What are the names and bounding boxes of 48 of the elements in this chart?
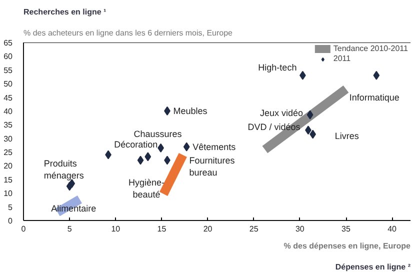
y-tick-label: 50 <box>4 80 14 89</box>
y-tick-label: 0 <box>8 216 14 226</box>
x-tick-label: 25 <box>249 224 259 234</box>
x-axis-title: Dépenses en ligne ² <box>335 262 411 272</box>
y-tick-label: 55 <box>4 66 14 75</box>
annotation: High-tech <box>258 62 297 72</box>
y-tick-label: 40 <box>4 106 14 116</box>
annotation: Hygiène- beauté <box>128 177 165 200</box>
point <box>373 70 380 80</box>
y-tick-label: 65 <box>4 38 14 48</box>
chart-subtitle: % des acheteurs en ligne dans les 6 derniers mois, Europe <box>24 28 234 38</box>
point <box>66 182 73 191</box>
annotation: Chaussures <box>134 128 182 139</box>
x-tick-label: 0 <box>21 224 26 234</box>
point <box>137 156 144 165</box>
annotation: Alimentaire <box>51 203 96 214</box>
x-tick-label: 20 <box>203 224 213 234</box>
annotation: Livres <box>334 131 360 142</box>
annotation: Produits ménagers <box>44 158 84 181</box>
point <box>183 142 190 152</box>
annotation: Jeux vidéo <box>260 108 304 118</box>
text: % des dépenses en ligne, Europe <box>284 242 412 250</box>
annotation: Fournitures bureau <box>189 155 236 178</box>
y-tick-label: 10 <box>4 189 14 198</box>
legend-label: Tendance 2010-2011 <box>333 44 408 53</box>
y-tick-label: 35 <box>4 120 14 130</box>
annotation: DVD / vidéos <box>248 122 301 132</box>
annotation: Informatique <box>349 92 400 102</box>
annotation: Vêtements <box>192 142 236 152</box>
y-tick-label: 15 <box>4 175 14 184</box>
annotation: Meubles <box>173 106 208 116</box>
x-tick-label: 5 <box>67 224 72 234</box>
x-tick-label: 15 <box>157 224 167 234</box>
y-axis-title: Recherches en ligne ¹ <box>24 8 107 16</box>
point <box>144 152 152 162</box>
y-tick-label: 60 <box>4 52 14 62</box>
legend-label: 2011 <box>333 54 352 63</box>
annotation: Décoration <box>114 140 158 150</box>
x-tick-label: 30 <box>295 224 305 234</box>
x-tick-label: 10 <box>111 224 121 234</box>
y-tick-label: 5 <box>8 202 14 212</box>
x-tick-label: 35 <box>342 224 351 234</box>
y-tick-label: 45 <box>4 93 14 102</box>
y-tick-label: 20 <box>4 162 14 171</box>
x-tick-label: 40 <box>388 224 398 234</box>
y-tick-label: 30 <box>4 134 14 144</box>
point <box>306 110 314 120</box>
y-tick-label: 25 <box>4 148 14 158</box>
